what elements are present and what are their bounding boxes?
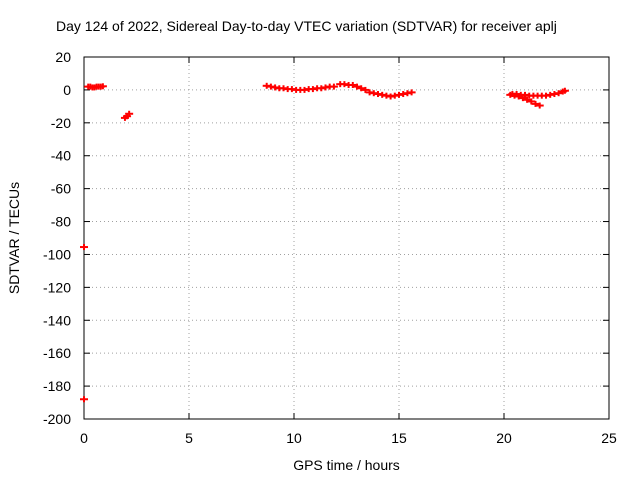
chart-title: Day 124 of 2022, Sidereal Day-to-day VTE… <box>56 18 557 34</box>
y-tick-label: -120 <box>43 279 71 295</box>
x-tick-label: 15 <box>391 430 407 446</box>
y-tick-label: -80 <box>51 214 71 230</box>
data-point <box>80 396 88 403</box>
data-point <box>407 89 416 96</box>
y-tick-label: 0 <box>63 82 71 98</box>
data-point <box>125 110 134 117</box>
y-tick-label: -140 <box>43 312 71 328</box>
data-points <box>80 81 569 403</box>
data-point <box>554 90 563 97</box>
data-point <box>560 87 569 94</box>
y-tick-label: -40 <box>51 148 71 164</box>
y-tick-label: -100 <box>43 246 71 262</box>
data-point <box>523 96 532 103</box>
data-point <box>98 83 107 90</box>
y-tick-label: -20 <box>51 115 71 131</box>
data-point <box>80 244 88 251</box>
x-tick-label: 10 <box>286 430 302 446</box>
y-tick-label: 20 <box>55 49 71 65</box>
x-tick-label: 5 <box>185 430 193 446</box>
data-point <box>348 81 357 88</box>
data-point <box>329 83 338 90</box>
data-point <box>518 95 527 102</box>
data-point <box>361 86 370 93</box>
y-axis-label: SDTVAR / TECUs <box>6 182 22 294</box>
data-point <box>531 100 540 107</box>
axis-ticks: 0 5 10 15 20 25 20 0 -20 -40 -60 -80 -100 -120 -140 -16… <box>43 49 617 446</box>
y-tick-label: -160 <box>43 345 71 361</box>
y-tick-label: -60 <box>51 181 71 197</box>
x-tick-label: 25 <box>601 430 617 446</box>
y-tick-label: -180 <box>43 378 71 394</box>
x-tick-label: 0 <box>80 430 88 446</box>
grid <box>84 57 609 419</box>
plot-area-frame <box>83 56 610 420</box>
y-tick-label: -200 <box>43 411 71 427</box>
data-point <box>353 83 361 90</box>
x-axis-label: GPS time / hours <box>293 457 400 473</box>
data-point <box>357 85 366 92</box>
data-point <box>527 98 536 105</box>
x-tick-label: 20 <box>496 430 512 446</box>
data-point <box>535 102 544 109</box>
